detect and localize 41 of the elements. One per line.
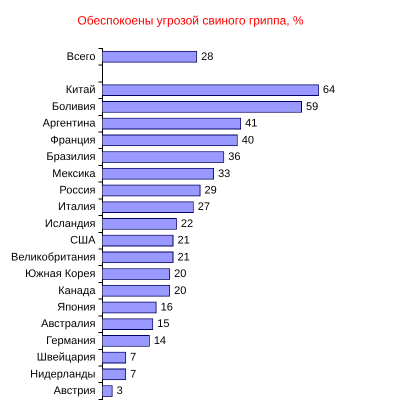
y-tick-label: Китай	[66, 84, 96, 96]
y-tick-label: Франция	[50, 134, 96, 146]
chart-title: Обеспокоены угрозой свиного гриппа, %	[77, 14, 304, 28]
data-label: 27	[198, 201, 210, 214]
y-tick-label: Италия	[58, 201, 96, 214]
y-tick-label: Нидерланды	[30, 368, 96, 380]
y-tick-label: Аргентина	[42, 118, 96, 130]
data-label: 29	[204, 184, 217, 197]
data-label: 20	[174, 268, 186, 280]
y-tick-label: Мексика	[52, 168, 96, 180]
y-tick-label: Бразилия	[46, 151, 96, 164]
data-label: 7	[130, 368, 136, 380]
y-tick-label: Швейцария	[36, 352, 96, 364]
data-label: 40	[242, 134, 254, 146]
data-label: 20	[174, 284, 186, 297]
data-label: 41	[245, 118, 258, 130]
data-label: 15	[157, 318, 170, 330]
data-label: 7	[130, 352, 136, 364]
data-label: 16	[160, 302, 173, 314]
data-label: 33	[218, 168, 230, 180]
data-label: 59	[306, 100, 318, 113]
y-tick-label: США	[70, 234, 96, 247]
y-tick-label: Исландия	[44, 218, 96, 230]
y-tick-label: Россия	[59, 184, 96, 197]
y-tick-label: Япония	[57, 302, 96, 314]
y-tick-label: Всего	[66, 50, 96, 63]
y-tick-label: Великобритания	[10, 251, 96, 264]
y-tick-label: Южная Корея	[25, 268, 96, 280]
data-label: 21	[177, 251, 190, 264]
y-tick-label: Австрия	[54, 385, 96, 398]
data-label: 3	[116, 385, 123, 398]
y-tick-label: Германия	[46, 334, 96, 347]
data-label: 22	[180, 218, 194, 230]
data-label: 64	[322, 84, 336, 96]
y-tick-label: Боливия	[52, 100, 96, 113]
y-tick-label: Канада	[58, 284, 96, 297]
data-label: 21	[177, 234, 190, 247]
data-label: 14	[154, 334, 166, 347]
data-label: 36	[228, 151, 240, 164]
data-label: 28	[201, 50, 214, 63]
y-tick-label: Австралия	[41, 318, 96, 330]
